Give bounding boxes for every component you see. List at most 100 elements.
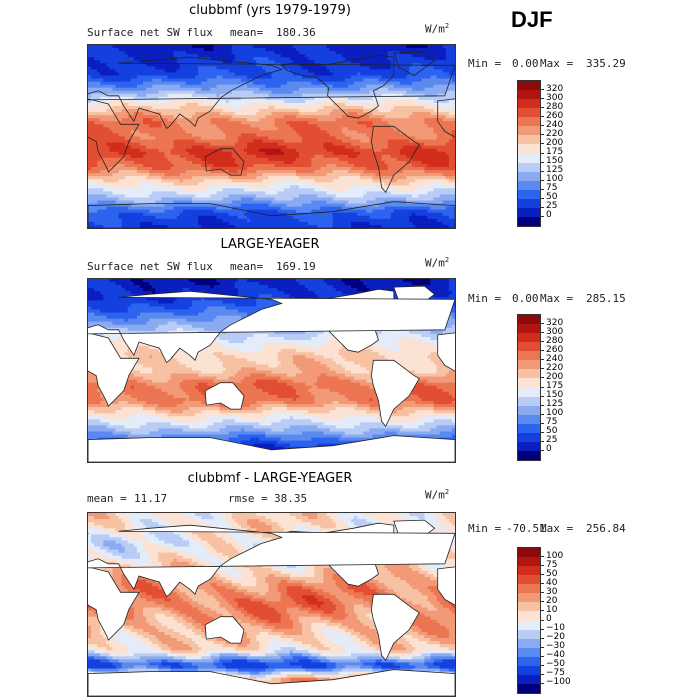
field-cell (375, 81, 380, 86)
field-cell (424, 112, 429, 116)
field-cell (292, 142, 297, 147)
field-cell (415, 81, 419, 86)
field-cell (448, 51, 453, 55)
field-cell (286, 127, 291, 131)
field-cell (448, 167, 453, 171)
field-cell (381, 72, 386, 77)
field-cell (167, 75, 172, 80)
field-cell (399, 81, 404, 86)
field-cell (121, 78, 126, 83)
field-cell (228, 127, 233, 131)
field-cell (146, 60, 150, 64)
field-cell (427, 72, 432, 77)
field-cell (335, 130, 340, 135)
field-cell (299, 127, 303, 131)
field-cell (143, 148, 147, 153)
field-cell (88, 87, 92, 92)
field-cell (274, 160, 279, 165)
field-cell (167, 106, 172, 110)
field-cell (403, 106, 407, 110)
field-cell (360, 127, 364, 131)
field-cell (451, 109, 455, 113)
field-cell (176, 51, 181, 55)
field-cell (100, 115, 104, 119)
field-cell (295, 48, 300, 52)
field-cell (375, 148, 380, 153)
field-cell (302, 145, 306, 150)
field-cell (372, 60, 377, 64)
field-cell (136, 112, 141, 116)
field-cell (225, 96, 230, 101)
field-cell (381, 69, 386, 74)
field-cell (133, 93, 138, 98)
field-cell (259, 81, 263, 86)
field-cell (299, 72, 303, 77)
field-cell (124, 96, 129, 101)
field-cell (109, 54, 114, 58)
field-cell (436, 75, 441, 80)
field-cell (412, 72, 416, 77)
field-cell (271, 84, 276, 89)
field-cell (366, 75, 370, 80)
field-cell (302, 136, 306, 141)
field-cell (121, 170, 126, 174)
field-cell (360, 121, 364, 125)
panel-1-variable: Surface net SW flux (87, 26, 213, 39)
field-cell (115, 118, 120, 122)
field-cell (237, 170, 242, 174)
field-cell (240, 102, 245, 107)
field-cell (308, 96, 312, 101)
field-cell (323, 139, 328, 144)
field-cell (451, 115, 455, 119)
field-cell (100, 139, 104, 144)
field-cell (173, 142, 178, 147)
field-cell (152, 167, 156, 171)
field-cell (451, 87, 455, 92)
field-cell (329, 139, 334, 144)
field-cell (149, 51, 153, 55)
field-cell (390, 133, 395, 138)
field-cell (277, 54, 282, 58)
field-cell (97, 133, 101, 138)
field-cell (259, 170, 263, 174)
field-cell (121, 66, 126, 70)
field-cell (344, 109, 349, 113)
field-cell (378, 102, 383, 107)
field-cell (439, 69, 444, 74)
field-cell (207, 163, 211, 168)
field-cell (262, 142, 266, 147)
field-cell (326, 139, 331, 144)
field-cell (127, 154, 132, 159)
field-cell (256, 66, 260, 70)
field-cell (289, 118, 294, 122)
field-cell (418, 142, 422, 147)
field-cell (369, 106, 374, 110)
field-cell (268, 124, 273, 128)
field-cell (381, 167, 386, 171)
field-cell (195, 54, 199, 58)
field-cell (292, 81, 297, 86)
field-cell (314, 51, 318, 55)
field-cell (268, 90, 273, 95)
field-cell (412, 160, 416, 165)
field-cell (403, 81, 407, 86)
field-cell (439, 51, 444, 55)
field-cell (381, 84, 386, 89)
field-cell (133, 142, 138, 147)
field-cell (375, 87, 380, 92)
field-cell (433, 69, 438, 74)
field-cell (210, 145, 214, 150)
field-cell (277, 115, 282, 119)
field-cell (207, 109, 211, 113)
field-cell (283, 124, 288, 128)
field-cell (109, 163, 114, 168)
field-cell (94, 142, 98, 147)
field-cell (91, 115, 95, 119)
field-cell (130, 124, 135, 128)
field-cell (415, 51, 419, 55)
field-cell (354, 145, 358, 150)
field-cell (280, 90, 285, 95)
field-cell (103, 118, 107, 122)
field-cell (412, 48, 416, 52)
field-cell (320, 66, 325, 70)
